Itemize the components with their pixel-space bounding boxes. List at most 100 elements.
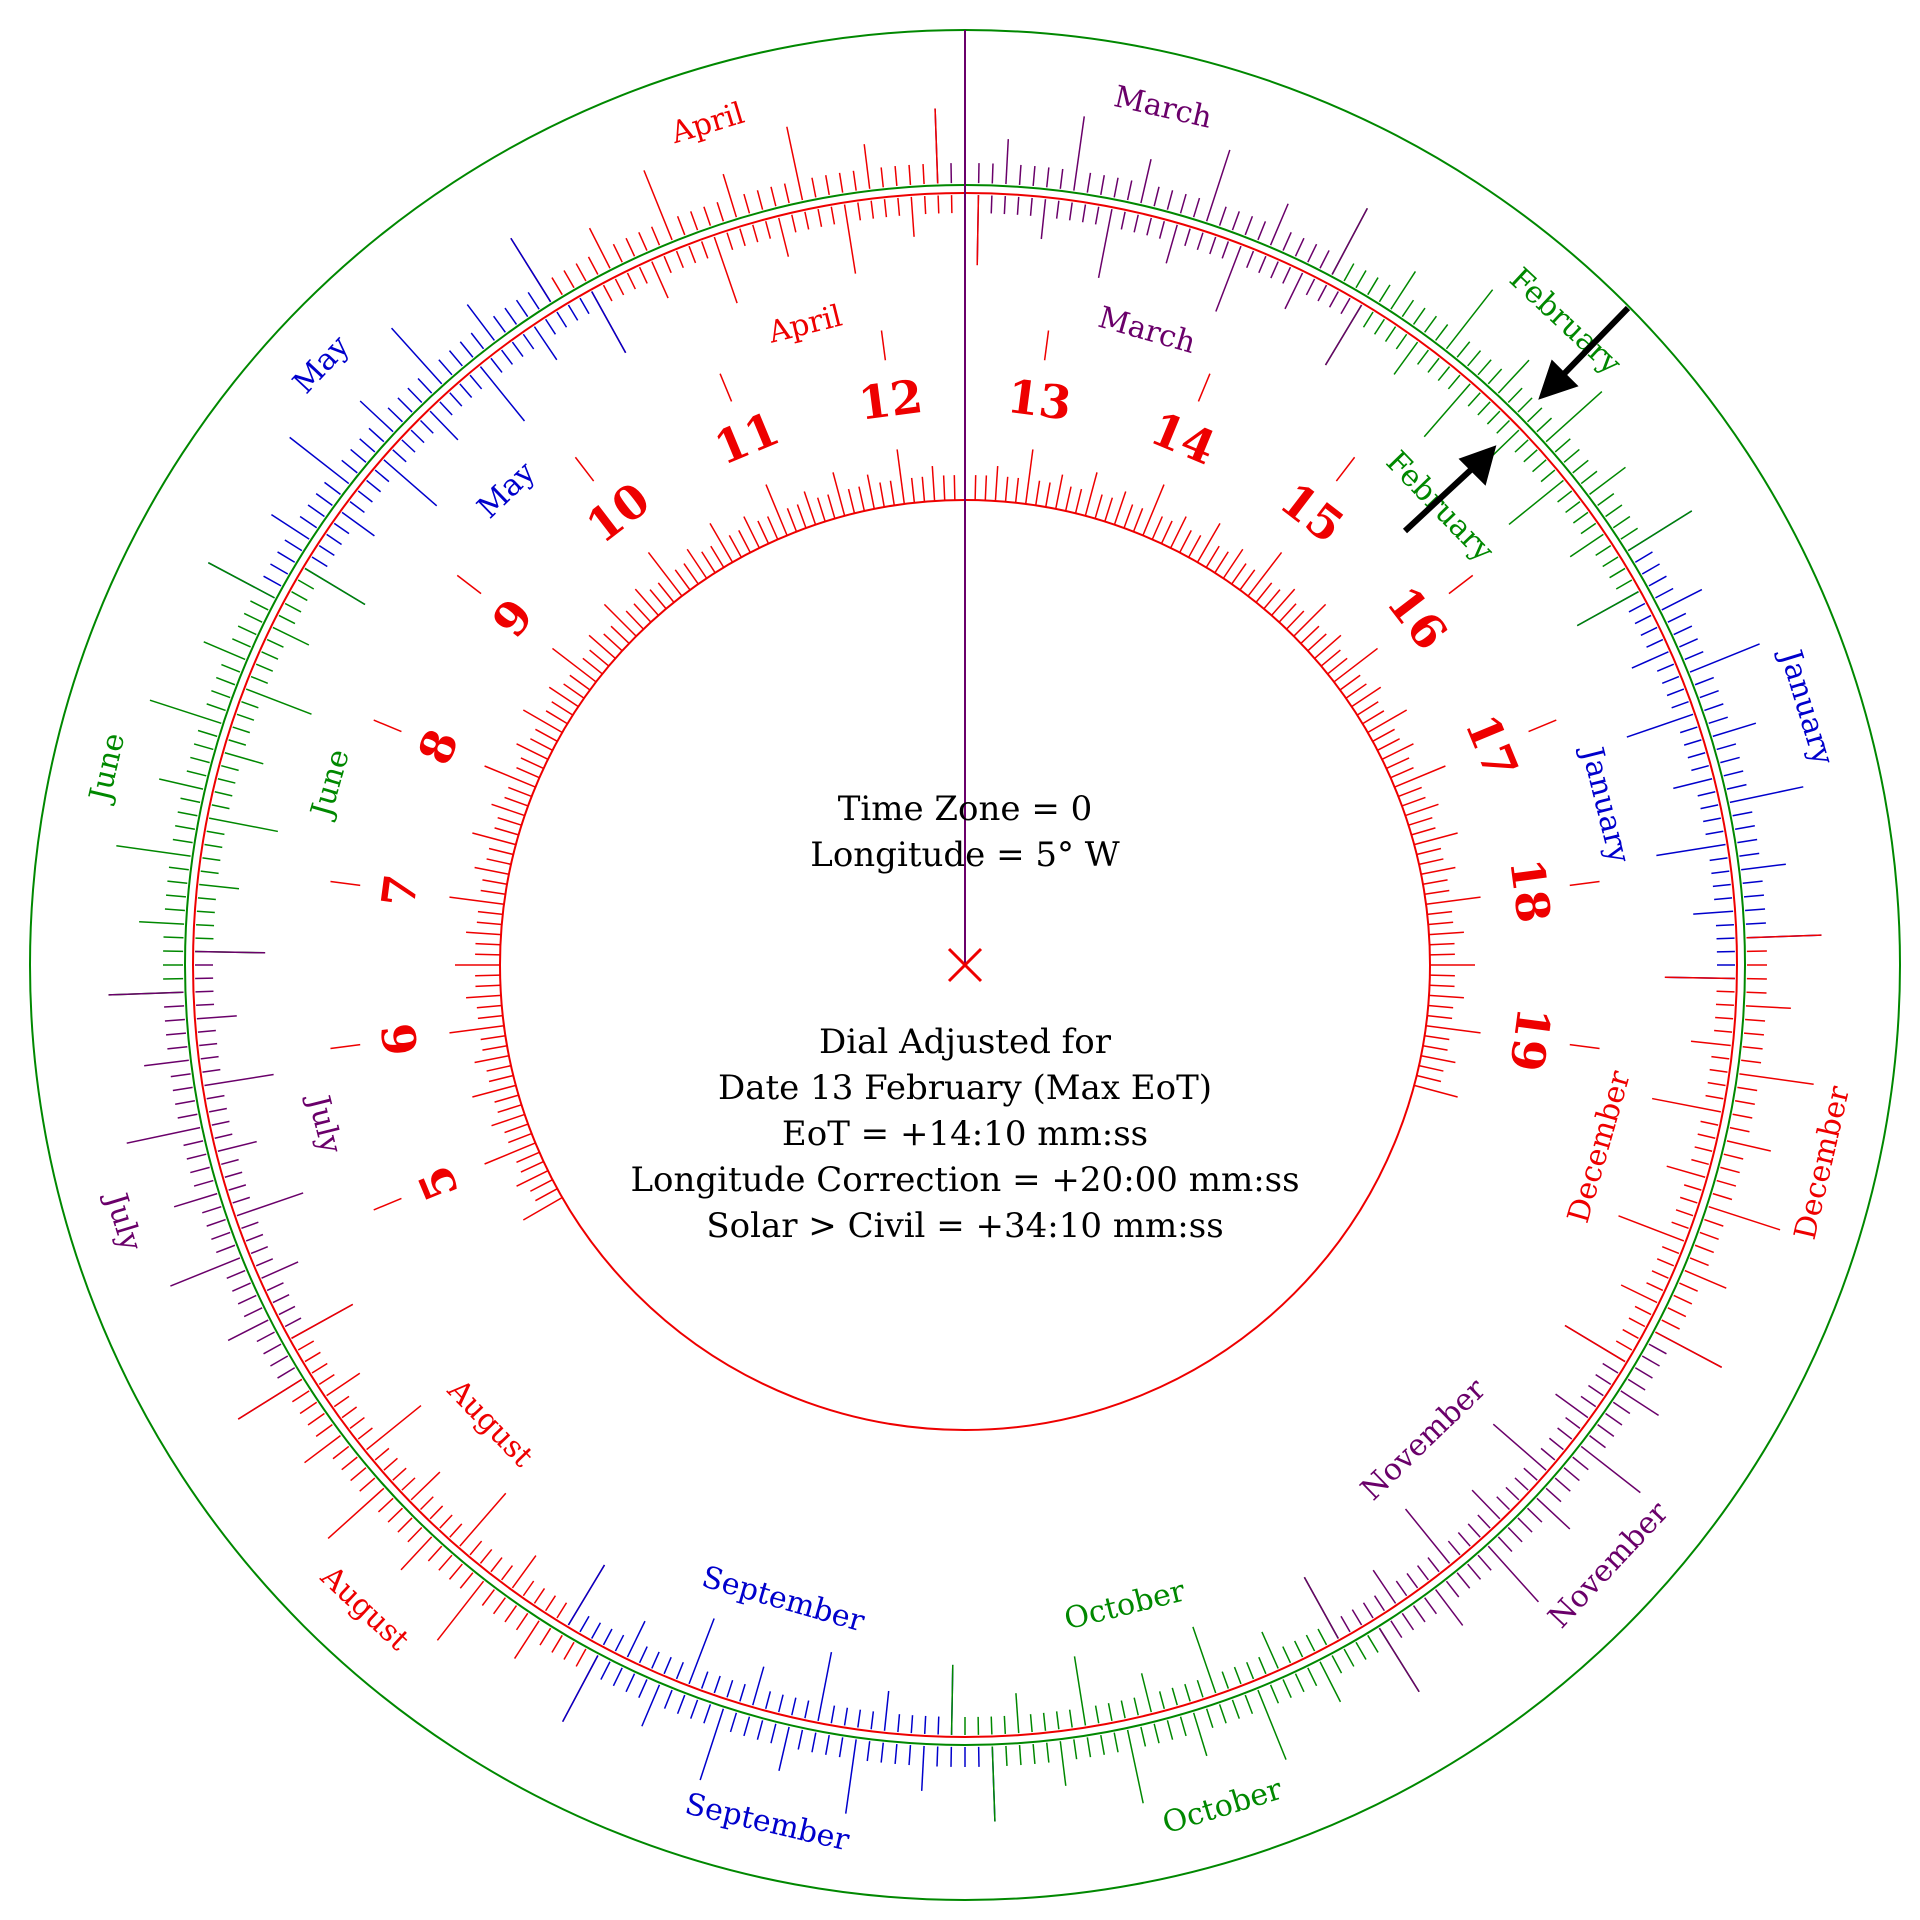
solar-civil-text: Solar > Civil = +34:10 mm:ss	[706, 1206, 1223, 1246]
month-tick	[1094, 1705, 1100, 1724]
hour-tick	[563, 683, 585, 699]
month-tick	[575, 1648, 587, 1667]
hour-tick	[766, 516, 779, 540]
month-tick	[1737, 1086, 1758, 1092]
month-tick	[1615, 579, 1633, 590]
month-tick	[417, 377, 433, 394]
hour-tick	[1367, 709, 1408, 734]
month-label-may-inner: May	[471, 455, 543, 526]
month-tick	[1508, 479, 1564, 526]
month-tick	[214, 1133, 233, 1139]
month-tick	[591, 1622, 602, 1639]
month-tick	[199, 883, 240, 890]
hour-tick	[634, 588, 659, 616]
month-tick	[126, 1126, 201, 1144]
month-tick	[1244, 215, 1254, 236]
hour-tick	[683, 563, 699, 585]
hour-tick	[728, 535, 742, 558]
month-tick	[1282, 1679, 1292, 1698]
month-tick	[778, 1726, 790, 1771]
hour-tick	[1411, 827, 1436, 836]
month-tick	[1196, 232, 1204, 251]
month-tick	[1477, 1554, 1492, 1571]
month-tick	[1497, 359, 1530, 394]
month-tick	[377, 1497, 394, 1513]
month-tick	[1270, 261, 1279, 279]
month-tick	[1196, 1679, 1204, 1698]
month-tick	[1716, 937, 1735, 940]
month-tick	[1165, 224, 1178, 264]
hour-tick	[1278, 603, 1297, 623]
month-tick	[270, 563, 289, 575]
month-tick	[400, 1536, 433, 1571]
hour-tick	[472, 1084, 517, 1098]
month-tick	[1140, 1726, 1147, 1747]
month-tick	[1545, 390, 1603, 443]
month-tick	[1120, 211, 1126, 230]
month-tick	[894, 165, 898, 187]
month-tick	[600, 1661, 611, 1680]
month-tick	[614, 278, 625, 296]
month-tick	[1536, 1497, 1571, 1530]
month-tick	[304, 567, 366, 606]
month-tick	[1331, 207, 1368, 275]
month-tick	[676, 1694, 686, 1715]
month-tick	[937, 195, 940, 214]
month-tick	[449, 1523, 463, 1538]
month-tick	[1697, 1133, 1716, 1139]
inner-arrow	[1402, 463, 1478, 534]
month-tick	[1100, 175, 1106, 196]
hour-tick	[1327, 657, 1348, 675]
month-tick	[551, 1634, 563, 1653]
month-tick	[739, 1683, 746, 1702]
hour-tick	[1094, 494, 1103, 519]
month-tick	[937, 1716, 940, 1735]
hour-tick	[466, 931, 502, 936]
hour-tick	[477, 1014, 503, 1020]
month-tick	[533, 1588, 546, 1604]
hour-tick	[1169, 516, 1187, 549]
month-tick	[1588, 1384, 1604, 1397]
month-tick	[700, 1671, 709, 1689]
month-tick	[562, 1655, 599, 1723]
month-tick	[857, 202, 862, 221]
month-tick	[1305, 278, 1316, 296]
month-tick	[1355, 1641, 1367, 1660]
month-tick	[1523, 449, 1538, 463]
month-tick	[374, 469, 390, 483]
hour-tick	[488, 847, 514, 856]
month-tick	[1372, 1569, 1397, 1604]
month-tick	[1734, 1100, 1755, 1106]
hour-tick	[738, 530, 751, 553]
hour-tick	[582, 657, 603, 675]
month-tick	[206, 830, 225, 836]
month-tick	[1729, 786, 1804, 804]
month-tick	[277, 1367, 296, 1379]
hour-tick	[994, 466, 999, 502]
hour-tick	[1188, 535, 1202, 558]
month-tick	[743, 1716, 751, 1737]
month-tick	[1634, 1367, 1653, 1379]
month-tick	[1572, 1456, 1589, 1471]
month-tick	[703, 1704, 712, 1724]
month-tick	[1395, 1580, 1408, 1597]
month-tick	[1580, 1445, 1641, 1494]
hour-tick	[1405, 803, 1439, 817]
month-tick	[1447, 1540, 1461, 1556]
month-tick	[1233, 1666, 1242, 1685]
hour-marker-tick	[1043, 330, 1050, 361]
month-tick	[1059, 168, 1064, 189]
month-tick	[1514, 1477, 1529, 1491]
month-tick	[1694, 676, 1715, 686]
month-tick	[1631, 651, 1669, 669]
month-tick	[215, 1244, 236, 1254]
month-tick	[419, 419, 434, 434]
month-tick	[383, 1457, 398, 1471]
month-tick	[459, 341, 474, 358]
month-tick	[1467, 392, 1481, 407]
hour-tick	[1034, 480, 1041, 506]
month-tick	[563, 1641, 575, 1660]
month-tick	[739, 228, 746, 247]
month-tick	[1656, 1258, 1675, 1267]
hour-tick	[1428, 931, 1464, 936]
